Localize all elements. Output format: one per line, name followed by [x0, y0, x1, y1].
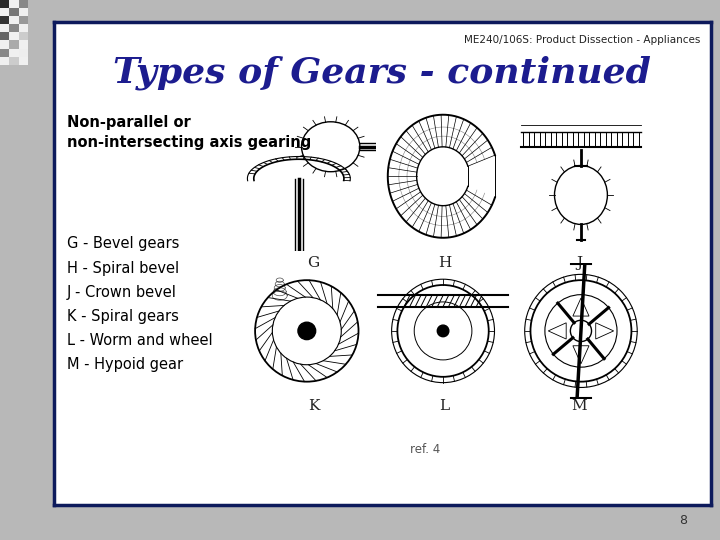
Text: G - Bevel gears: G - Bevel gears [67, 237, 179, 252]
Text: M: M [572, 399, 587, 413]
Text: H - Spiral bevel: H - Spiral bevel [67, 261, 179, 275]
Polygon shape [573, 298, 589, 316]
Polygon shape [595, 323, 613, 339]
Text: K - Spiral gears: K - Spiral gears [67, 309, 179, 324]
Text: K: K [307, 399, 319, 413]
Text: J: J [576, 256, 582, 270]
Text: non-intersecting axis gearing: non-intersecting axis gearing [67, 134, 311, 150]
Polygon shape [548, 323, 566, 339]
Circle shape [437, 325, 449, 337]
Text: ME240/106S: Product Dissection - Appliances: ME240/106S: Product Dissection - Applian… [464, 35, 701, 45]
Text: Types of Gears - continued: Types of Gears - continued [113, 55, 652, 90]
Text: G: G [307, 256, 320, 270]
Text: L: L [440, 399, 450, 413]
Circle shape [298, 322, 315, 340]
Text: Non-parallel or: Non-parallel or [67, 116, 191, 130]
Text: H: H [438, 256, 451, 270]
Text: J - Crown bevel: J - Crown bevel [67, 285, 177, 300]
Text: ref. 4: ref. 4 [410, 443, 440, 456]
Polygon shape [573, 346, 589, 364]
Text: 8: 8 [680, 514, 688, 526]
Text: L - Worm and wheel: L - Worm and wheel [67, 333, 212, 348]
Text: M - Hypoid gear: M - Hypoid gear [67, 357, 184, 372]
